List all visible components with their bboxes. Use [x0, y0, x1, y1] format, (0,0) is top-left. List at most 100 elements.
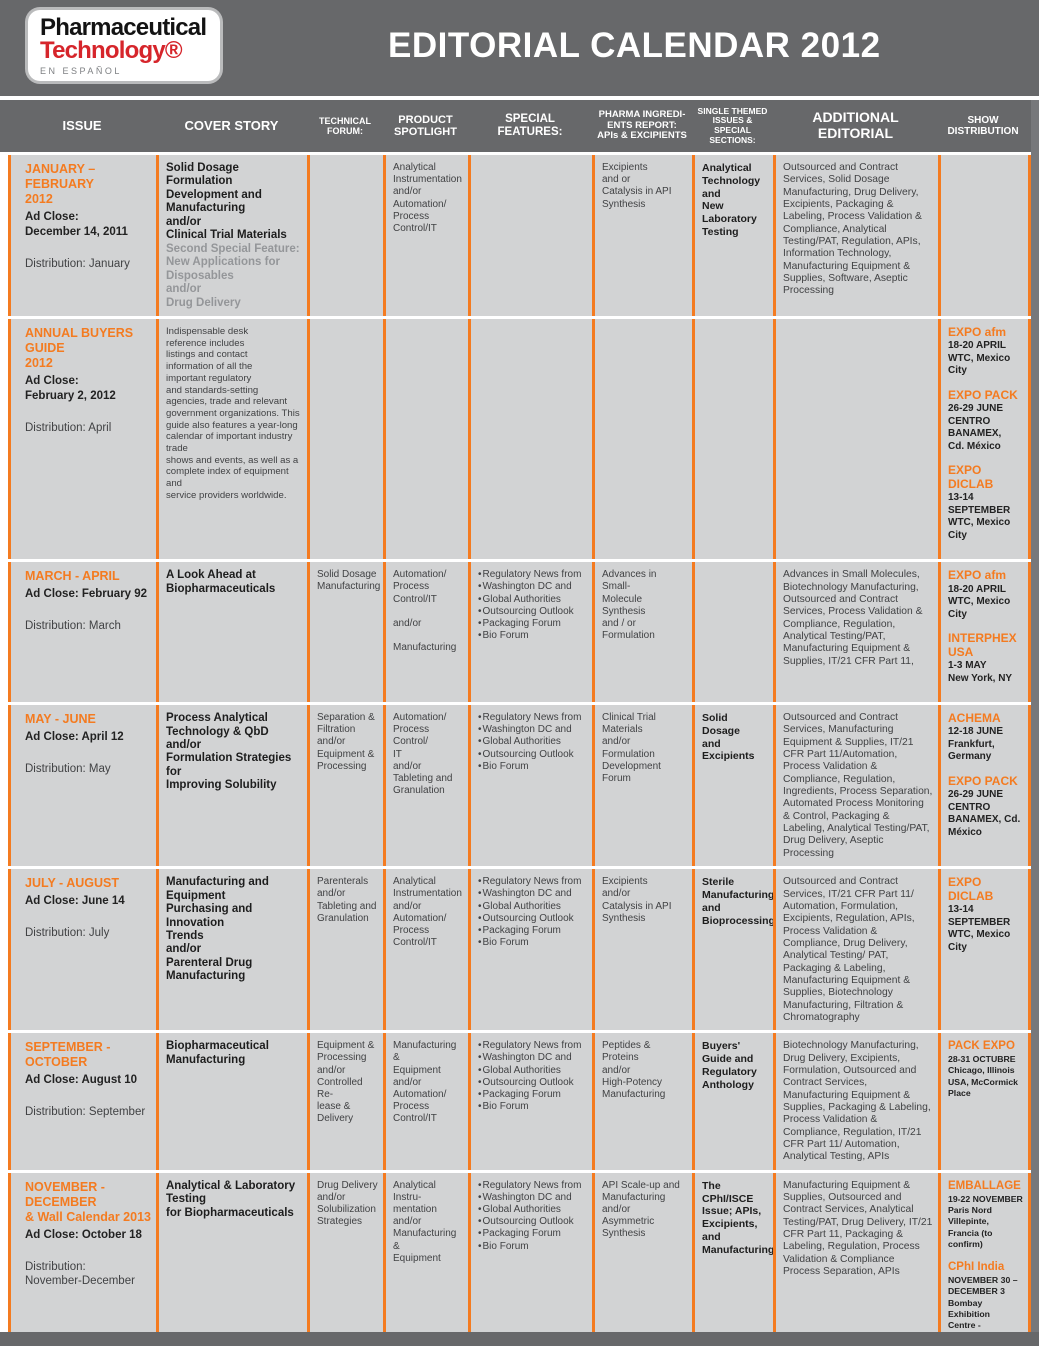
special-features-cell: Regulatory News fromWashington DC andGlo…	[471, 562, 595, 703]
issue-title: JANUARY – FEBRUARY 2012	[25, 162, 96, 206]
product-spotlight-cell: Automation/ Process Control/IT and/or Ma…	[386, 562, 471, 703]
issue-distribution: Distribution: April	[25, 421, 112, 434]
column-header-additional-editorial: ADDITIONAL EDITORIAL	[812, 109, 899, 141]
show-name: PACK EXPO	[948, 1040, 1015, 1053]
issue-ad-close: Ad Close: August 10	[25, 1074, 138, 1087]
pharma-ingredients-text: API Scale-up and Manufacturing and/or As…	[602, 1179, 680, 1240]
cover-story-cell: Solid Dosage Formulation Development and…	[159, 155, 310, 316]
themed-issues-cell: Buyers' Guide and Regulatory Anthology	[695, 1033, 776, 1170]
show-entry: EXPO afm 18-20 APRIL WTC, Mexico City	[948, 568, 1023, 621]
show-name: EMBALLAGE	[948, 1179, 1021, 1192]
show-entry: EXPO DICLAB 13-14 SEPTEMBER WTC, Mexico …	[948, 875, 1023, 954]
logo-line-technology: Technology®	[40, 36, 183, 64]
special-feature-item: Washington DC and	[478, 1052, 587, 1064]
additional-editorial-text: Advances in Small Molecules, Biotechnolo…	[783, 569, 923, 667]
cover-story-cell: Analytical & Laboratory Testing for Biop…	[159, 1172, 310, 1346]
product-spotlight-cell: Automation/ Process Control/ IT and/or T…	[386, 705, 471, 867]
issue-ad-close: Ad Close: February 2, 2012	[25, 374, 116, 402]
logo-line-en-espanol: EN ESPAÑOL	[40, 65, 122, 76]
pharma-ingredients-cell: Peptides & Proteins and/or High-Potency …	[595, 1033, 695, 1170]
technical-forum-cell: Solid Dosage Manufacturing	[310, 562, 386, 703]
show-name: EXPO DICLAB	[948, 463, 994, 491]
technical-forum-text: Separation & Filtration and/or Equipment…	[317, 712, 375, 772]
pharma-ingredients-cell	[595, 318, 695, 560]
show-name: EXPO afm	[948, 568, 1007, 583]
show-entry: INTERPHEX USA 1-3 MAY New York, NY	[948, 631, 1023, 685]
product-spotlight-cell: Analytical Instrumentation and/or Automa…	[386, 869, 471, 1031]
show-details: 19-22 NOVEMBER Paris Nord Villepinte, Fr…	[948, 1193, 1023, 1249]
product-spotlight-text: Automation/ Process Control/IT and/or Ma…	[393, 569, 457, 654]
technical-forum-cell	[310, 318, 386, 560]
banner-separator	[0, 96, 1039, 100]
product-spotlight-cell: Analytical Instru- mentation and/or Manu…	[386, 1172, 471, 1346]
cover-story-cell: Biopharmaceutical Manufacturing	[159, 1033, 310, 1170]
cover-story-main: A Look Ahead at Biopharmaceuticals	[166, 569, 276, 595]
additional-editorial-cell: Outsourced and Contract Services, Solid …	[776, 155, 941, 316]
additional-editorial-cell: Biotechnology Manufacturing, Drug Delive…	[776, 1033, 941, 1170]
issue-ad-close: Ad Close: December 14, 2011	[25, 211, 128, 238]
special-feature-item: Packaging Forum	[478, 1089, 587, 1101]
additional-editorial-text: Manufacturing Equipment & Supplies, Outs…	[783, 1179, 933, 1278]
show-entry: EXPO afm 18-20 APRIL WTC, Mexico City	[948, 325, 1023, 378]
themed-issues-text: The CPhI/ISCE Issue; APIs, Excipients, a…	[702, 1179, 775, 1256]
show-distribution-cell: PACK EXPO 28-31 OCTUBRE Chicago, Illinoi…	[941, 1033, 1031, 1170]
show-distribution-cell	[941, 155, 1031, 316]
column-header-pharma-ingredients: PHARMA INGREDI- ENTS REPORT: APIs & EXCI…	[597, 109, 687, 142]
right-edge-strip	[1031, 100, 1039, 1332]
themed-issues-cell: Sterile Manufacturing and Bioprocessing	[695, 869, 776, 1031]
special-feature-item: Packaging Forum	[478, 1228, 587, 1240]
show-distribution-cell: EXPO afm 18-20 APRIL WTC, Mexico City EX…	[941, 318, 1031, 560]
pharma-ingredients-text: Advances in Small- Molecule Synthesis an…	[602, 569, 657, 642]
special-feature-item: Outsourcing Outlook	[478, 1216, 587, 1228]
column-header-show-distribution: SHOW DISTRIBUTION	[947, 114, 1019, 137]
special-feature-item: Global Authorities	[478, 736, 587, 748]
special-features-cell	[471, 318, 595, 560]
footer-bar	[0, 1332, 1039, 1346]
themed-issues-cell: Solid Dosage and Excipients	[695, 705, 776, 867]
additional-editorial-cell	[776, 318, 941, 560]
themed-issues-text: Sterile Manufacturing and Bioprocessing	[702, 876, 775, 927]
column-header-product-spotlight: PRODUCT SPOTLIGHT	[394, 113, 457, 138]
themed-issues-cell	[695, 318, 776, 560]
page-title: EDITORIAL CALENDAR 2012	[388, 26, 881, 65]
product-spotlight-text: Automation/ Process Control/ IT and/or T…	[393, 712, 453, 797]
show-details: 18-20 APRIL WTC, Mexico City	[948, 583, 1011, 620]
column-header-technical-forum: TECHNICAL FORUM:	[319, 115, 371, 136]
product-spotlight-cell	[386, 318, 471, 560]
special-feature-item: Regulatory News from	[478, 569, 587, 581]
special-feature-item: Regulatory News from	[478, 1040, 587, 1052]
pharmaceutical-technology-logo: Pharmaceutical Technology® EN ESPAÑOL	[28, 10, 221, 81]
show-entry: EXPO PACK 26-29 JUNE CENTRO BANAMEX, Cd.…	[948, 388, 1023, 453]
issue-cell: MAY - JUNE Ad Close: April 12 Distributi…	[11, 705, 159, 867]
product-spotlight-text: Analytical Instrumentation and/or Automa…	[393, 876, 462, 949]
issue-distribution: Distribution: November-December	[25, 1260, 135, 1288]
special-feature-item: Bio Forum	[478, 1101, 587, 1113]
additional-editorial-cell: Outsourced and Contract Services, IT/21 …	[776, 869, 941, 1031]
special-feature-item: Washington DC and	[478, 1192, 587, 1204]
special-feature-item: Bio Forum	[478, 761, 587, 773]
special-feature-item: Global Authorities	[478, 594, 587, 606]
calendar-row: ANNUAL BUYERS GUIDE 2012 Ad Close: Febru…	[8, 318, 1031, 560]
top-banner: Pharmaceutical Technology® EN ESPAÑOL ED…	[0, 0, 1039, 96]
themed-issues-text: Solid Dosage and Excipients	[702, 712, 755, 763]
additional-editorial-text: Outsourced and Contract Services, Manufa…	[783, 712, 933, 859]
special-feature-item: Washington DC and	[478, 724, 587, 736]
special-feature-item: Packaging Forum	[478, 925, 587, 937]
technical-forum-cell: Drug Delivery and/or Solubilization Stra…	[310, 1172, 386, 1346]
show-details: 13-14 SEPTEMBER WTC, Mexico City	[948, 492, 1011, 541]
special-features-cell: Regulatory News fromWashington DC andGlo…	[471, 705, 595, 867]
issue-cell: NOVEMBER - DECEMBER & Wall Calendar 2013…	[11, 1172, 159, 1346]
special-features-cell	[471, 155, 595, 316]
show-entry: ACHEMA 12-18 JUNE Frankfurt, Germany	[948, 711, 1023, 764]
additional-editorial-text: Outsourced and Contract Services, IT/21 …	[783, 876, 915, 1023]
themed-issues-cell: The CPhI/ISCE Issue; APIs, Excipients, a…	[695, 1172, 776, 1346]
additional-editorial-cell: Advances in Small Molecules, Biotechnolo…	[776, 562, 941, 703]
cover-story-main: Biopharmaceutical Manufacturing	[166, 1040, 269, 1066]
show-entry: PACK EXPO 28-31 OCTUBRE Chicago, Illinoi…	[948, 1040, 1023, 1099]
show-entry: EXPO PACK 26-29 JUNE CENTRO BANAMEX, Cd.…	[948, 774, 1023, 839]
issue-title: NOVEMBER - DECEMBER & Wall Calendar 2013	[25, 1179, 151, 1224]
issue-cell: SEPTEMBER - OCTOBER Ad Close: August 10 …	[11, 1033, 159, 1170]
show-details: 1-3 MAY New York, NY	[948, 660, 1013, 684]
calendar-table-body: JANUARY – FEBRUARY 2012 Ad Close: Decemb…	[8, 155, 1031, 1346]
